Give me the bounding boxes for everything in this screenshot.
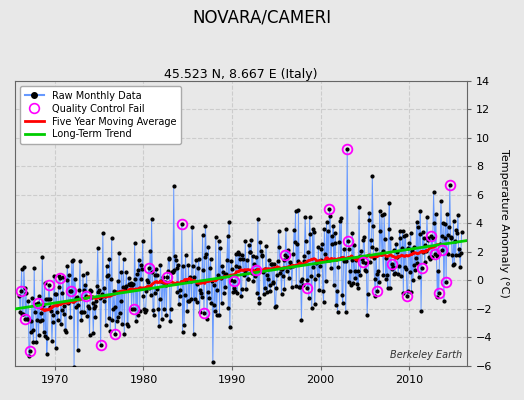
Legend: Raw Monthly Data, Quality Control Fail, Five Year Moving Average, Long-Term Tren: Raw Monthly Data, Quality Control Fail, …: [20, 86, 181, 144]
Y-axis label: Temperature Anomaly (°C): Temperature Anomaly (°C): [499, 149, 509, 298]
Text: Berkeley Earth: Berkeley Earth: [390, 350, 462, 360]
Title: 45.523 N, 8.667 E (Italy): 45.523 N, 8.667 E (Italy): [164, 68, 318, 81]
Text: NOVARA/CAMERI: NOVARA/CAMERI: [192, 8, 332, 26]
